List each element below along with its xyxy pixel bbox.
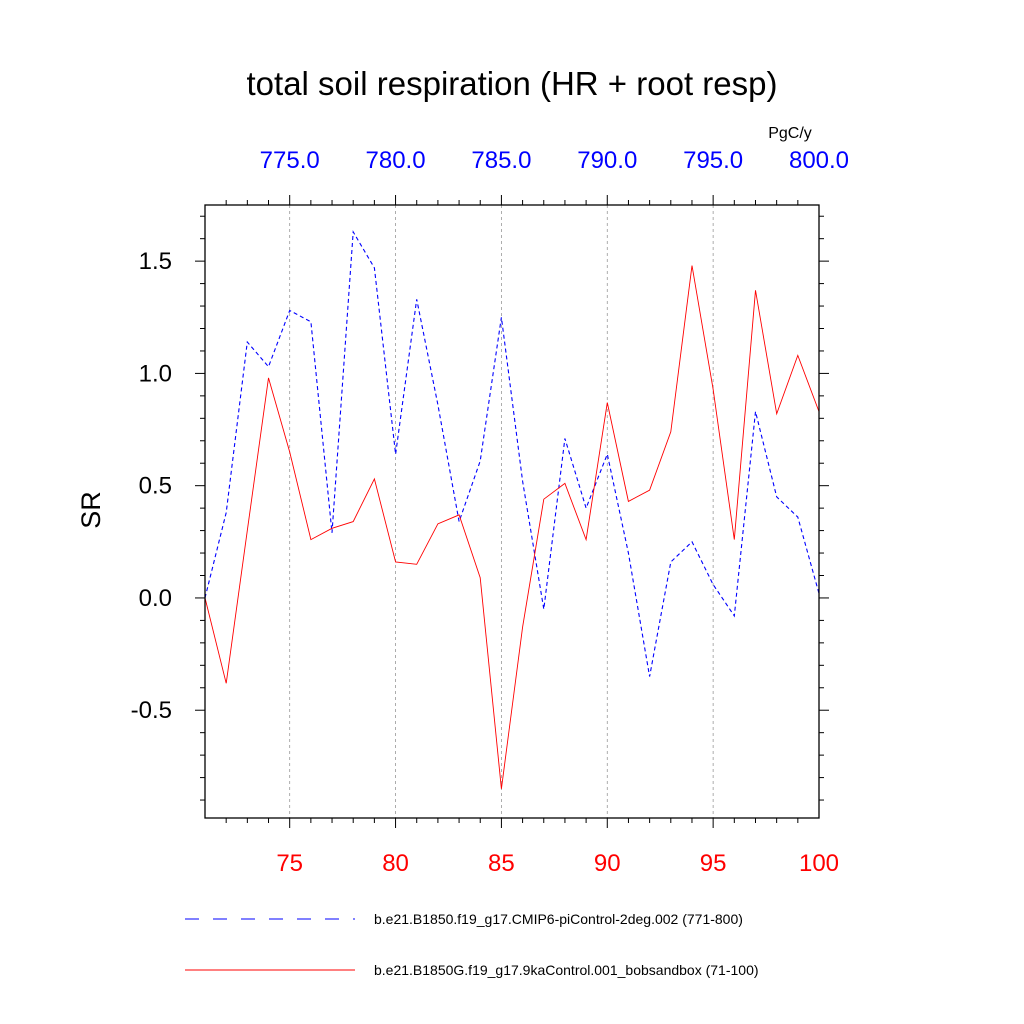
plot-frame xyxy=(204,204,820,819)
tick-labels: 75 80 85 90 95 100 775.0 780.0 785.0 790.0 795.0 80… xyxy=(131,147,849,877)
legend-label-series-2: b.e21.B1850G.f19_g17.9kaControl.001_bobs… xyxy=(374,962,759,978)
x-tick-label-top: 780.0 xyxy=(366,147,426,174)
x-tick-label-top: 790.0 xyxy=(577,147,637,174)
units-label: PgC/y xyxy=(768,125,812,142)
series-line-1 xyxy=(204,230,820,677)
x-tick-label-top: 785.0 xyxy=(471,147,531,174)
series-line-2 xyxy=(204,265,820,789)
y-tick-label: 1.5 xyxy=(139,248,172,275)
x-tick-label-bottom: 85 xyxy=(488,850,515,877)
y-tick-label: -0.5 xyxy=(131,697,172,724)
y-axis-label: SR xyxy=(76,491,106,529)
grid-layer xyxy=(289,205,714,818)
x-tick-label-bottom: 95 xyxy=(700,850,727,877)
x-tick-label-top: 775.0 xyxy=(260,147,320,174)
x-tick-label-top: 795.0 xyxy=(683,147,743,174)
legend: b.e21.B1850.f19_g17.CMIP6-piControl-2deg… xyxy=(185,911,759,978)
x-tick-label-bottom: 100 xyxy=(799,850,839,877)
x-tick-label-bottom: 90 xyxy=(594,850,621,877)
x-tick-label-bottom: 75 xyxy=(276,850,303,877)
y-tick-label: 0.5 xyxy=(139,473,172,500)
series-layer xyxy=(204,230,820,789)
chart-title: total soil respiration (HR + root resp) xyxy=(247,65,778,102)
legend-label-series-1: b.e21.B1850.f19_g17.CMIP6-piControl-2deg… xyxy=(374,911,743,927)
y-tick-label: 0.0 xyxy=(139,585,172,612)
minor-ticks xyxy=(195,195,829,828)
x-tick-label-bottom: 80 xyxy=(382,850,409,877)
x-tick-label-top: 800.0 xyxy=(789,147,849,174)
y-tick-label: 1.0 xyxy=(139,360,172,387)
